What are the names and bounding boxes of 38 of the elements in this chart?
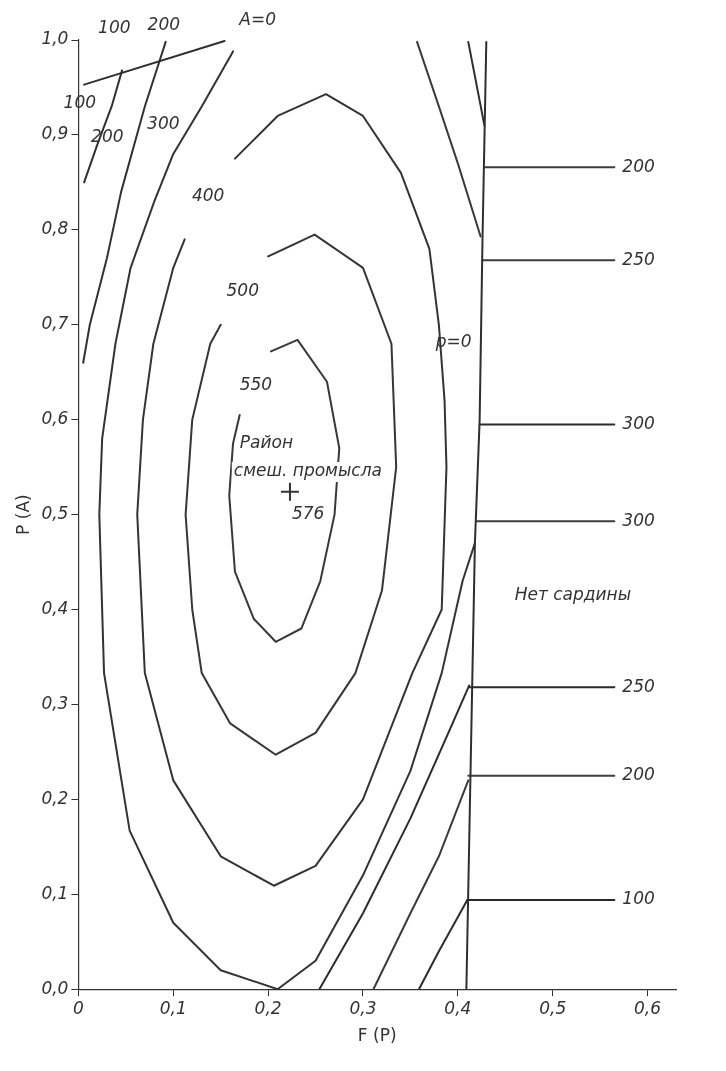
x-tick-label: 0,1 (159, 997, 187, 1018)
y-axis-title: P (A) (12, 494, 33, 535)
y-tick-label: 0,3 (41, 692, 69, 713)
y-tick-label: 0,1 (41, 882, 69, 903)
annotation: 400 (191, 185, 225, 206)
y-tick-label: 1,0 (41, 28, 69, 49)
x-tick-label: 0,3 (349, 997, 377, 1018)
annotation: 300 (622, 509, 655, 530)
x-tick-label: 0,5 (539, 997, 567, 1018)
annotation: 100 (622, 888, 655, 909)
annotation: 250 (622, 675, 655, 696)
annotation: Нет сардины (514, 583, 632, 604)
y-tick-label: 0,2 (41, 787, 69, 808)
annotation: 300 (147, 112, 180, 133)
text: A=0 (238, 8, 277, 29)
y-tick-label: 0,0 (41, 977, 69, 998)
x-tick-label: 0,4 (444, 997, 472, 1018)
y-tick-label: 0,9 (41, 123, 69, 144)
y-tick-label: 0,7 (41, 313, 69, 334)
x-tick-label: 0,2 (254, 997, 282, 1018)
x-tick-label: 0,6 (634, 997, 662, 1018)
annotation: 250 (622, 248, 655, 269)
x-axis-title: F (P) (357, 1025, 397, 1046)
y-tick-label: 0,5 (41, 503, 69, 524)
annotation: 200 (622, 764, 655, 785)
annotation: смеш. промысла (233, 460, 382, 481)
annotation: 200 (147, 13, 181, 34)
y-tick-label: 0,6 (41, 408, 69, 429)
y-tick-label: 0,4 (41, 597, 69, 618)
annotation: 200 (622, 155, 655, 176)
annotation: 576 (291, 502, 325, 523)
y-tick-label: 0,8 (41, 218, 69, 239)
annotation: 300 (622, 412, 655, 433)
annotation: Район (239, 431, 294, 452)
text: 100 (98, 17, 131, 38)
annotation: 500 (226, 279, 259, 300)
x-tick-label: 0 (73, 997, 84, 1018)
annotation: 550 (239, 373, 273, 394)
